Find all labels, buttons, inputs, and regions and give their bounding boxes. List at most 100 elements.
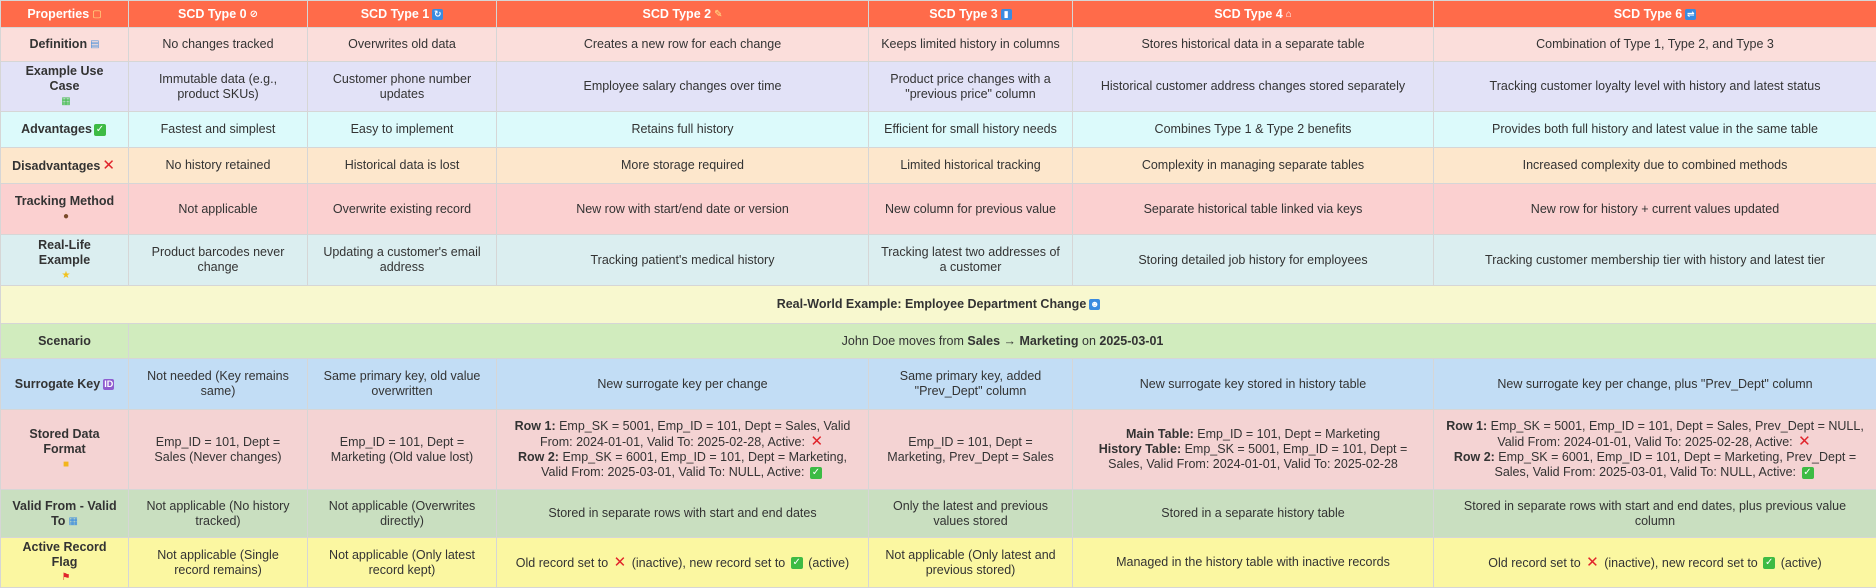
row-valid-from-to: Valid From - Valid To▦ Not applicable (N…	[1, 490, 1876, 538]
check-mark-icon: ✓	[1802, 467, 1814, 479]
cell-type6: Row 1: Emp_SK = 5001, Emp_ID = 101, Dept…	[1434, 410, 1876, 490]
bank-icon: ⌂	[1286, 9, 1292, 20]
calendar-icon: ▦	[68, 516, 77, 527]
row-section-band: Real-World Example: Employee Department …	[1, 286, 1876, 324]
cell-type2: Tracking patient's medical history	[497, 235, 869, 286]
header-type6: SCD Type 6⇌	[1434, 1, 1876, 28]
cell-type6: Old record set to ✕ (inactive), new reco…	[1434, 538, 1876, 588]
cell-type1: Historical data is lost	[308, 148, 497, 184]
row-stored-data-format: Stored Data Format■ Emp_ID = 101, Dept =…	[1, 410, 1876, 490]
red-flag-icon: ⚑	[62, 572, 71, 583]
cell-type1: Same primary key, old value overwritten	[308, 359, 497, 410]
cell-type0: Not applicable (Single record remains)	[129, 538, 308, 588]
header-type3: SCD Type 3▮	[869, 1, 1073, 28]
star-icon: ★	[62, 270, 71, 281]
cell-type4: Stores historical data in a separate tab…	[1073, 28, 1434, 62]
cell-type2: Retains full history	[497, 112, 869, 148]
cross-mark-icon: ✕	[102, 157, 115, 174]
cell-type4: Combines Type 1 & Type 2 benefits	[1073, 112, 1434, 148]
row-disadvantages: Disadvantages✕ No history retained Histo…	[1, 148, 1876, 184]
cell-type6: Tracking customer membership tier with h…	[1434, 235, 1876, 286]
cell-type2: Employee salary changes over time	[497, 62, 869, 112]
cell-type2: New surrogate key per change	[497, 359, 869, 410]
cell-type4: Complexity in managing separate tables	[1073, 148, 1434, 184]
cell-type2: New row with start/end date or version	[497, 184, 869, 235]
row-label: Scenario	[1, 324, 129, 359]
row-real-life-example: Real-Life Example★ Product barcodes neve…	[1, 235, 1876, 286]
cell-type0: Immutable data (e.g., product SKUs)	[129, 62, 308, 112]
detective-icon: ●	[63, 211, 69, 222]
cell-type1: Not applicable (Only latest record kept)	[308, 538, 497, 588]
cell-type0: Emp_ID = 101, Dept = Sales (Never change…	[129, 410, 308, 490]
shuffle-icon: ⇌	[1685, 9, 1696, 20]
book-icon: ▤	[90, 39, 99, 50]
cell-type3: Product price changes with a "previous p…	[869, 62, 1073, 112]
books-icon: ▦	[61, 96, 70, 107]
row-label: Valid From - Valid To▦	[1, 490, 129, 538]
header-type2: SCD Type 2✎	[497, 1, 869, 28]
cell-type2: Stored in separate rows with start and e…	[497, 490, 869, 538]
prohibited-icon: ⊘	[250, 9, 258, 20]
notepad-icon: ▢	[92, 9, 101, 20]
cell-type4: Historical customer address changes stor…	[1073, 62, 1434, 112]
cell-type4: New surrogate key stored in history tabl…	[1073, 359, 1434, 410]
check-mark-icon: ✓	[1763, 557, 1775, 569]
scenario-text: John Doe moves from Sales → Marketing on…	[129, 324, 1876, 359]
cell-type0: Fastest and simplest	[129, 112, 308, 148]
cell-type3: Limited historical tracking	[869, 148, 1073, 184]
row-tracking-method: Tracking Method● Not applicable Overwrit…	[1, 184, 1876, 235]
row-scenario: Scenario John Doe moves from Sales → Mar…	[1, 324, 1876, 359]
cross-mark-icon: ✕	[614, 554, 627, 571]
cross-mark-icon: ✕	[1586, 554, 1599, 571]
cell-type0: No history retained	[129, 148, 308, 184]
cross-mark-icon: ✕	[1798, 433, 1811, 450]
cross-mark-icon: ✕	[810, 433, 823, 450]
cell-type1: Customer phone number updates	[308, 62, 497, 112]
cell-type6: Tracking customer loyalty level with his…	[1434, 62, 1876, 112]
cell-type6: Combination of Type 1, Type 2, and Type …	[1434, 28, 1876, 62]
cell-type4: Storing detailed job history for employe…	[1073, 235, 1434, 286]
row-active-record-flag: Active Record Flag⚑ Not applicable (Sing…	[1, 538, 1876, 588]
row-label: Stored Data Format■	[1, 410, 129, 490]
cell-type1: Easy to implement	[308, 112, 497, 148]
cell-type6: Provides both full history and latest va…	[1434, 112, 1876, 148]
row-label: Example Use Case▦	[1, 62, 129, 112]
cell-type1: Emp_ID = 101, Dept = Marketing (Old valu…	[308, 410, 497, 490]
row-definition: Definition▤ No changes tracked Overwrite…	[1, 28, 1876, 62]
cell-type0: Not applicable	[129, 184, 308, 235]
cell-type6: Increased complexity due to combined met…	[1434, 148, 1876, 184]
cell-type6: New row for history + current values upd…	[1434, 184, 1876, 235]
check-mark-icon: ✓	[94, 124, 106, 136]
bar-chart-icon: ▮	[1001, 9, 1012, 20]
refresh-icon: ↻	[432, 9, 443, 20]
cell-type3: Same primary key, added "Prev_Dept" colu…	[869, 359, 1073, 410]
cell-type3: Tracking latest two addresses of a custo…	[869, 235, 1073, 286]
cell-type2: More storage required	[497, 148, 869, 184]
cell-type0: Product barcodes never change	[129, 235, 308, 286]
cell-type2: Old record set to ✕ (inactive), new reco…	[497, 538, 869, 588]
header-type4: SCD Type 4⌂	[1073, 1, 1434, 28]
cell-type0: Not applicable (No history tracked)	[129, 490, 308, 538]
cell-type1: Updating a customer's email address	[308, 235, 497, 286]
cell-type3: Keeps limited history in columns	[869, 28, 1073, 62]
cell-type4: Stored in a separate history table	[1073, 490, 1434, 538]
row-advantages: Advantages✓ Fastest and simplest Easy to…	[1, 112, 1876, 148]
cell-type3: Not applicable (Only latest and previous…	[869, 538, 1073, 588]
cell-type3: New column for previous value	[869, 184, 1073, 235]
cell-type0: No changes tracked	[129, 28, 308, 62]
cell-type3: Efficient for small history needs	[869, 112, 1073, 148]
header-row: Properties▢ SCD Type 0⊘ SCD Type 1↻ SCD …	[1, 1, 1876, 28]
check-mark-icon: ✓	[791, 557, 803, 569]
section-title: Real-World Example: Employee Department …	[1, 286, 1876, 324]
cell-type0: Not needed (Key remains same)	[129, 359, 308, 410]
cell-type4: Managed in the history table with inacti…	[1073, 538, 1434, 588]
cell-type3: Emp_ID = 101, Dept = Marketing, Prev_Dep…	[869, 410, 1073, 490]
row-label: Definition▤	[1, 28, 129, 62]
header-type1: SCD Type 1↻	[308, 1, 497, 28]
row-label: Real-Life Example★	[1, 235, 129, 286]
cell-type1: Not applicable (Overwrites directly)	[308, 490, 497, 538]
cell-type2: Row 1: Emp_SK = 5001, Emp_ID = 101, Dept…	[497, 410, 869, 490]
id-icon: ID	[103, 379, 114, 390]
